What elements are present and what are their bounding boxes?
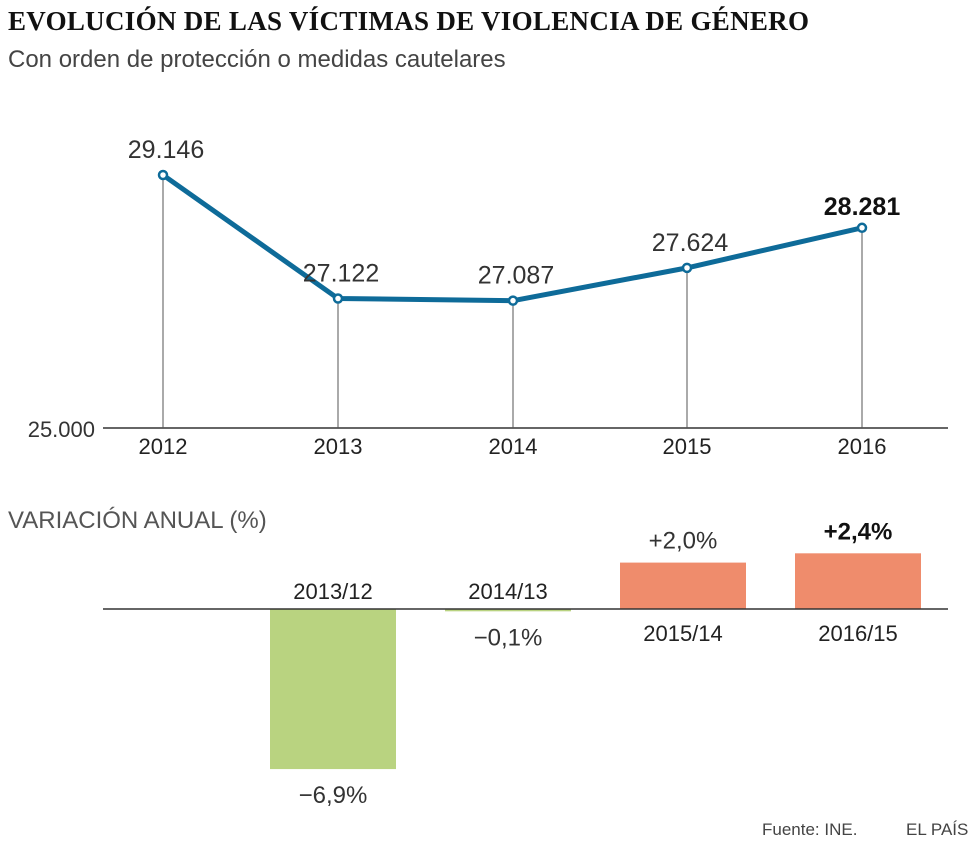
bar [270, 609, 396, 770]
x-tick-label: 2014 [489, 434, 538, 459]
data-label: 27.087 [478, 262, 554, 290]
chart-title: EVOLUCIÓN DE LAS VÍCTIMAS DE VIOLENCIA D… [8, 6, 810, 36]
data-point [332, 293, 344, 304]
bar-value-label: +2,4% [824, 518, 893, 545]
bar-category-label: 2013/12 [293, 579, 373, 604]
bar-category-label: 2015/14 [643, 621, 723, 646]
bar-value-label: +2,0% [649, 528, 718, 555]
data-label: 27.122 [303, 260, 379, 288]
bar-value-label: −0,1% [474, 624, 543, 651]
data-point [507, 295, 519, 306]
data-label: 29.146 [128, 136, 204, 164]
x-tick-label: 2013 [314, 434, 363, 459]
data-point [856, 222, 868, 234]
x-tick-label: 2012 [139, 434, 188, 459]
bar [620, 562, 746, 609]
bar [445, 609, 571, 612]
source-note: Fuente: INE. [762, 820, 858, 839]
x-tick-label: 2015 [663, 434, 712, 459]
bar-value-label: −6,9% [299, 782, 368, 809]
data-label: 28.281 [824, 193, 901, 221]
bar-chart-title: VARIACIÓN ANUAL (%) [8, 507, 267, 534]
data-label: 27.624 [652, 229, 729, 257]
publisher-brand: EL PAÍS [906, 820, 969, 839]
y-baseline-label: 25.000 [28, 417, 95, 442]
data-point [157, 169, 169, 181]
x-tick-label: 2016 [838, 434, 887, 459]
bar-chart: VARIACIÓN ANUAL (%) 2013/12 −6,9% 2014/13 −0… [8, 507, 948, 809]
bar-category-label: 2014/13 [468, 579, 548, 604]
bar-category-label: 2016/15 [818, 621, 898, 646]
chart-subtitle: Con orden de protección o medidas cautel… [8, 46, 506, 73]
bar [795, 553, 921, 609]
data-point [681, 262, 693, 274]
line-chart: 25.000 2012 2013 2014 2015 2016 29.146 27.122 27… [28, 136, 948, 459]
